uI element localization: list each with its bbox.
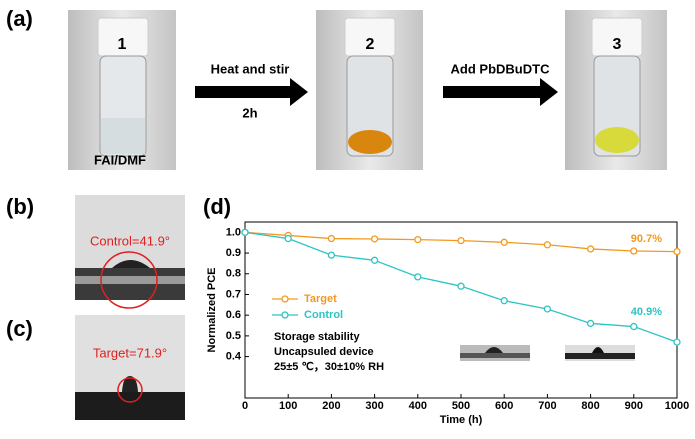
marker: [586, 319, 595, 328]
arrow: [443, 78, 558, 106]
marker: [500, 297, 508, 305]
marker: [673, 247, 681, 256]
marker: [630, 247, 638, 255]
solution-label: FAI/DMF: [94, 152, 146, 167]
marker: [543, 305, 552, 313]
arrow: [195, 78, 308, 106]
vial-label: 3: [613, 36, 622, 53]
note: 25±5 ℃，30±10% RH: [274, 361, 384, 373]
legend-marker: [281, 295, 289, 303]
vial-photo: 3: [565, 10, 667, 170]
note: Uncapsuled device: [274, 346, 374, 358]
legend-label: Target: [304, 293, 337, 305]
marker: [543, 241, 552, 249]
legend-label: Control: [304, 309, 343, 321]
step-label: Heat and stir: [211, 61, 290, 76]
x-tick-label: 200: [322, 400, 340, 412]
y-tick-label: 0.5: [226, 330, 241, 342]
marker: [414, 273, 422, 281]
step-label: 2h: [242, 105, 257, 120]
panel-label: (a): [6, 6, 33, 31]
panel-label: (b): [6, 194, 34, 219]
y-tick-label: 1.0: [226, 226, 241, 238]
contact-angle-photo: Control=41.9°: [75, 195, 185, 309]
annotation: 40.9%: [631, 306, 662, 318]
contact-angle-photo: Target=71.9°: [75, 315, 185, 420]
y-tick-label: 0.9: [226, 247, 241, 259]
x-tick-label: 100: [279, 400, 297, 412]
angle-label: Control=41.9°: [90, 233, 170, 248]
marker: [500, 238, 508, 246]
x-tick-label: 800: [581, 400, 599, 412]
marker: [284, 234, 292, 243]
marker: [327, 251, 336, 259]
x-tick-label: 600: [495, 400, 513, 412]
x-tick-label: 1000: [665, 400, 689, 412]
marker: [241, 228, 249, 237]
y-tick-label: 0.6: [226, 309, 241, 321]
y-tick-label: 0.8: [226, 268, 241, 280]
x-tick-label: 300: [365, 400, 383, 412]
vial-photo: 1 FAI/DMF: [68, 10, 176, 170]
marker: [370, 235, 379, 243]
annotation: 90.7%: [631, 233, 662, 245]
marker: [327, 234, 336, 243]
y-tick-label: 0.4: [226, 350, 242, 362]
vial-label: 2: [366, 36, 375, 53]
x-tick-label: 500: [452, 400, 470, 412]
x-tick-label: 900: [625, 400, 643, 412]
marker: [586, 245, 595, 253]
angle-label: Target=71.9°: [93, 345, 167, 360]
marker: [457, 282, 465, 290]
legend-marker: [281, 311, 289, 319]
marker: [457, 236, 465, 245]
x-tick-label: 0: [242, 400, 248, 412]
vial-label: 1: [118, 36, 127, 53]
marker: [414, 235, 422, 244]
x-axis-label: Time (h): [440, 414, 483, 426]
x-tick-label: 700: [538, 400, 556, 412]
x-tick-label: 400: [409, 400, 427, 412]
panel-label: (d): [203, 194, 231, 219]
marker: [673, 338, 681, 346]
y-axis-label: Normalized PCE: [206, 268, 218, 353]
vial-photo: 2: [316, 10, 423, 170]
note: Storage stability: [274, 331, 360, 343]
marker: [370, 256, 379, 264]
y-tick-label: 0.7: [226, 288, 241, 300]
marker: [630, 322, 638, 331]
inset-photo: [460, 345, 635, 361]
step-label: Add PbDBuDTC: [451, 61, 551, 76]
panel-label: (c): [6, 316, 33, 341]
